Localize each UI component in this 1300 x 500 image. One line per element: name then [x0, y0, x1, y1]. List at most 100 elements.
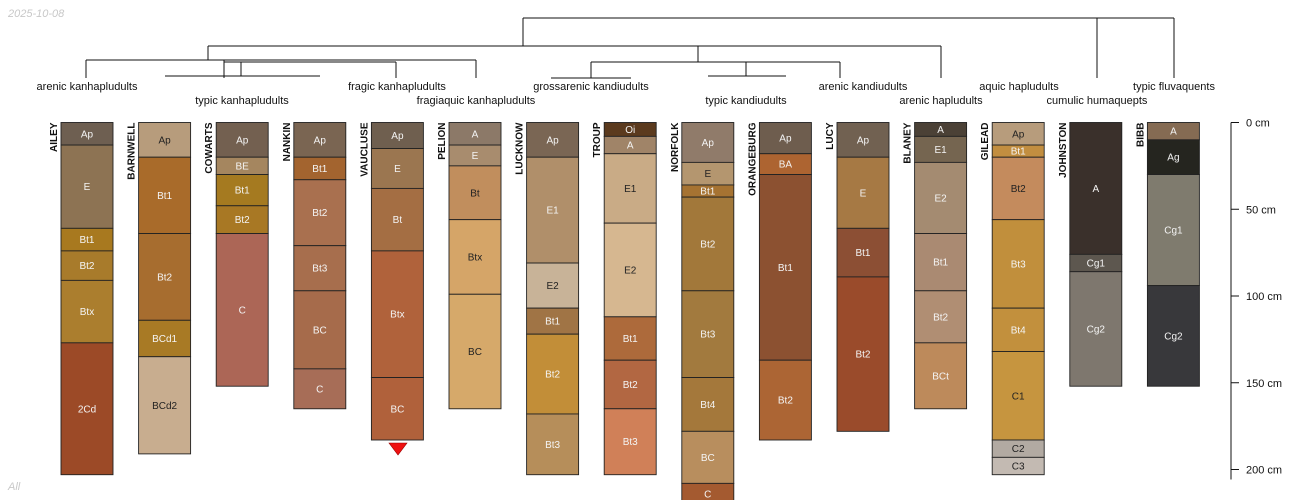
- horizon-block: [60, 144, 114, 229]
- horizon-block: [526, 156, 580, 264]
- horizon-label: Ap: [314, 135, 327, 146]
- horizon-block: [836, 122, 890, 158]
- profile-name: COWARTS: [204, 122, 215, 173]
- horizon-label: Btx: [468, 252, 482, 263]
- horizon-label: E2: [934, 193, 947, 204]
- horizon-block: [836, 156, 890, 229]
- horizon-block: [60, 250, 114, 281]
- profile-name: ORANGEBURG: [747, 122, 758, 196]
- horizon: Bt2: [758, 359, 812, 441]
- horizon-block: [138, 233, 192, 321]
- dendrogram: [85, 17, 1175, 79]
- horizon-block: [448, 293, 502, 410]
- taxon-label: grossarenic kandiudults: [533, 81, 649, 93]
- horizon: C2: [991, 439, 1045, 458]
- profile-name: BIBB: [1135, 123, 1146, 147]
- horizon-label: Bt2: [933, 312, 948, 323]
- profile-name: BLANEY: [903, 122, 914, 163]
- horizon-label: E1: [624, 184, 637, 195]
- taxon-label: arenic kanhapludults: [37, 81, 138, 93]
- horizon: Oi: [603, 122, 657, 137]
- horizon-label: BCd2: [152, 401, 177, 412]
- horizon: E: [681, 161, 735, 186]
- profile-name: AILEY: [49, 122, 60, 152]
- horizon-label: Bt1: [312, 164, 327, 175]
- horizon-block: [526, 413, 580, 476]
- horizon: Bt1: [60, 227, 114, 252]
- horizon-label: E: [472, 151, 479, 162]
- horizon-label: Cg1: [1087, 259, 1106, 270]
- horizon: Cg2: [1146, 285, 1200, 387]
- soil-profile-blaney: A E1 E2 Bt1 Bt2 BCt BLANEY: [903, 122, 968, 410]
- horizon: Bt2: [836, 276, 890, 432]
- horizon-label: A: [1092, 184, 1099, 195]
- horizon-block: [603, 153, 657, 224]
- horizon: Cg1: [1069, 253, 1123, 273]
- horizon-label: A: [627, 141, 634, 152]
- horizon-block: [293, 368, 347, 410]
- horizon: E1: [914, 135, 968, 163]
- horizon-label: E: [84, 182, 91, 193]
- horizon-label: Bt2: [235, 215, 250, 226]
- horizon-label: Bt2: [157, 272, 172, 283]
- horizon-block: [758, 359, 812, 441]
- horizon: Bt2: [526, 333, 580, 415]
- horizon: Btx: [448, 219, 502, 295]
- horizon: BCt: [914, 342, 968, 410]
- horizon: Ap: [138, 122, 192, 158]
- horizon: Ap: [293, 122, 347, 158]
- horizon: E: [370, 148, 424, 189]
- horizon: BCd2: [138, 356, 192, 455]
- horizon-label: Bt1: [1011, 147, 1026, 158]
- horizon-label: BCd1: [152, 334, 177, 345]
- horizon-label: Cg2: [1087, 324, 1106, 335]
- horizon-label: Btx: [390, 310, 404, 321]
- horizon: Bt2: [293, 179, 347, 247]
- horizon: C3: [991, 456, 1045, 476]
- axis-tick-label: 100 cm: [1246, 291, 1282, 303]
- horizon: Ap: [681, 122, 735, 163]
- depth-axis: 0 cm 50 cm 100 cm 150 cm 200 cm: [1230, 118, 1282, 480]
- taxon-label: cumulic humaquepts: [1047, 95, 1148, 107]
- axis-tick-label: 150 cm: [1246, 378, 1282, 390]
- taxon-label: arenic hapludults: [899, 95, 983, 107]
- horizon: Bt: [370, 187, 424, 252]
- horizon: Bt3: [681, 290, 735, 378]
- horizon-label: C1: [1012, 391, 1025, 402]
- horizon-label: A: [937, 125, 944, 136]
- soil-profiles: Ap E Bt1 Bt2 Btx 2Cd AILEY Ap Bt1 Bt2 BCd1 BCd2 BARN…: [49, 122, 1200, 500]
- profile-name: JOHNSTON: [1058, 123, 1069, 178]
- horizon-label: BC: [313, 325, 327, 336]
- subset-note: All: [8, 481, 21, 493]
- horizon: Cg2: [1069, 271, 1123, 387]
- horizon-label: Ag: [1167, 153, 1179, 164]
- horizon-label: Bt3: [312, 264, 327, 275]
- horizon-label: BC: [701, 453, 715, 464]
- horizon-block: [138, 122, 192, 158]
- horizon-label: E: [860, 188, 867, 199]
- horizon-block: [914, 233, 968, 292]
- horizon-label: BCt: [932, 371, 949, 382]
- taxon-label: typic fluvaquents: [1133, 81, 1215, 93]
- horizon-label: Bt4: [1011, 325, 1026, 336]
- axis-tick-label: 200 cm: [1246, 465, 1282, 477]
- horizon-block: [914, 290, 968, 344]
- horizon: Bt1: [526, 307, 580, 335]
- horizon: Ap: [215, 122, 269, 158]
- horizon-block: [215, 205, 269, 234]
- soil-profile-johnston: A Cg1 Cg2 JOHNSTON: [1058, 122, 1123, 387]
- horizon: Bt1: [293, 156, 347, 181]
- horizon-label: Bt1: [235, 186, 250, 197]
- horizon: Ap: [836, 122, 890, 158]
- horizon: A: [603, 135, 657, 155]
- horizon-label: Bt2: [312, 208, 327, 219]
- horizon-label: BC: [390, 404, 404, 415]
- soil-profile-norfolk: Ap E Bt1 Bt2 Bt3 Bt4 BC C NORFOLK: [670, 122, 735, 500]
- horizon-label: BA: [779, 160, 793, 171]
- soil-profile-bibb: A Ag Cg1 Cg2 BIBB: [1135, 122, 1200, 387]
- horizon: C: [293, 368, 347, 410]
- horizon: Ap: [758, 122, 812, 155]
- horizon-label: Bt1: [623, 334, 638, 345]
- horizon-label: Bt1: [545, 317, 560, 328]
- horizon: Bt3: [526, 413, 580, 476]
